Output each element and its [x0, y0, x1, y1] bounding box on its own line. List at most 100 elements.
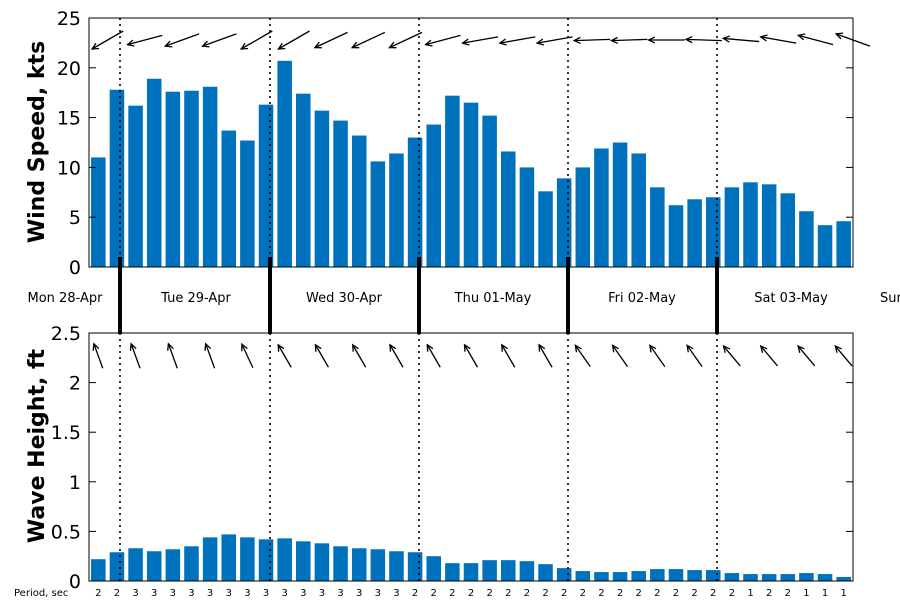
wind-arrow-head — [163, 40, 173, 48]
wave-arrow-head — [167, 342, 174, 351]
period-value: 2 — [486, 588, 492, 599]
wind-bar — [519, 167, 535, 267]
wave-bar — [799, 573, 814, 581]
day-label: Sat 03-May — [754, 291, 828, 306]
wind-arrow-head — [572, 36, 581, 45]
period-value: 2 — [431, 588, 437, 599]
wind-arrow-head — [535, 38, 545, 46]
wind-direction-arrow — [499, 36, 536, 44]
wind-direction-arrow — [127, 34, 163, 46]
wave-direction-arrow — [352, 344, 367, 368]
wave-direction-arrow — [130, 343, 141, 369]
wave-arrow-head — [686, 344, 694, 353]
wave-ytick-label: 0.5 — [51, 521, 81, 543]
wave-bar — [165, 549, 181, 581]
wind-arrow-head — [647, 36, 656, 44]
wave-bar — [109, 552, 125, 581]
wind-axes-frame — [88, 17, 854, 268]
wave-bar — [575, 571, 591, 581]
wind-bar — [445, 95, 460, 267]
wave-bar — [407, 552, 423, 581]
wave-bar — [463, 563, 479, 581]
period-value: 3 — [207, 588, 213, 599]
period-value: 2 — [95, 588, 101, 599]
wind-bar — [221, 130, 237, 267]
wind-arrow-head — [313, 41, 322, 49]
period-value: 3 — [375, 588, 381, 599]
wind-bar — [296, 93, 311, 267]
wind-bar — [128, 105, 143, 267]
wind-direction-arrow — [462, 36, 499, 44]
wave-bar — [817, 574, 833, 581]
wave-direction-arrow — [463, 344, 479, 368]
wind-direction-arrow — [389, 31, 423, 49]
wind-direction-arrow — [91, 30, 124, 50]
wind-direction-arrow — [760, 36, 797, 44]
wind-ytick-label: 20 — [57, 58, 81, 80]
wind-bar — [705, 197, 721, 267]
wave-direction-arrow — [389, 344, 404, 368]
wave-direction-arrow — [277, 344, 292, 368]
period-value: 3 — [132, 588, 138, 599]
wave-bar — [333, 546, 348, 581]
wind-bar — [389, 153, 404, 267]
wave-arrow-head — [314, 343, 322, 352]
wave-bar — [631, 571, 646, 581]
period-value: 2 — [542, 588, 548, 599]
wave-bar — [650, 569, 665, 581]
period-value: 3 — [281, 588, 287, 599]
wind-ytick-label: 5 — [69, 207, 81, 229]
wind-bar — [594, 148, 609, 267]
wind-speed-panel: 0 5 10 15 20 25 — [57, 8, 871, 279]
wind-arrow-head — [201, 40, 210, 48]
wind-direction-arrow — [314, 31, 348, 49]
wave-direction-arrow — [686, 344, 703, 368]
day-label: Tue 29-Apr — [160, 291, 231, 306]
period-value: 3 — [244, 588, 250, 599]
wind-arrow-head — [721, 35, 731, 43]
wind-bar — [277, 60, 292, 267]
wave-bar — [501, 560, 516, 581]
period-value: 3 — [226, 588, 232, 599]
wind-bar — [538, 191, 553, 267]
period-value: 2 — [505, 588, 511, 599]
wind-bar — [482, 115, 497, 267]
wave-bar — [314, 543, 330, 581]
wind-y-axis-label: Wind Speed, kts — [25, 41, 50, 243]
wind-bar — [501, 151, 516, 267]
wave-arrow-head — [463, 343, 471, 352]
period-value: 3 — [393, 588, 399, 599]
period-value: 3 — [151, 588, 157, 599]
wind-bar — [724, 187, 740, 267]
wave-bar — [482, 560, 497, 581]
wave-direction-arrow — [93, 343, 104, 369]
wind-direction-arrow — [723, 37, 760, 43]
wave-ytick-label: 1 — [69, 472, 81, 494]
wind-bar — [240, 140, 255, 267]
wave-ytick-label: 2.5 — [51, 323, 81, 345]
wave-arrow-head — [834, 344, 842, 353]
wave-bar — [761, 574, 777, 581]
wind-direction-arrow — [611, 38, 648, 42]
wave-arrow-head — [426, 343, 434, 352]
day-label: Sun 04-May — [880, 291, 900, 306]
wave-arrow-head — [649, 344, 657, 353]
wave-bar — [519, 561, 535, 581]
wind-bar — [780, 193, 796, 267]
wave-direction-arrow — [501, 344, 516, 368]
period-values: 2 2 3 3 3 3 3 3 3 3 3 3 3 3 3 3 3 2 2 2 2 2 2 2 2 2 2 2 2 2 2 2 2 2 2 1 2 2 1 1… — [95, 588, 847, 599]
wave-arrow-head — [759, 344, 768, 353]
wave-bar — [780, 574, 796, 581]
period-value: 2 — [468, 588, 474, 599]
wave-arrow-head — [611, 344, 620, 353]
wave-bar — [202, 537, 218, 581]
wind-ytick-label: 15 — [57, 108, 81, 130]
day-label: Mon 28-Apr — [28, 291, 104, 306]
wind-arrow-head — [796, 33, 806, 41]
wave-direction-arrow — [538, 344, 553, 368]
period-value: 3 — [170, 588, 176, 599]
wind-direction-arrow — [685, 38, 722, 42]
wind-bar — [165, 91, 181, 267]
period-value: 1 — [803, 588, 809, 599]
wave-bar — [724, 573, 740, 581]
